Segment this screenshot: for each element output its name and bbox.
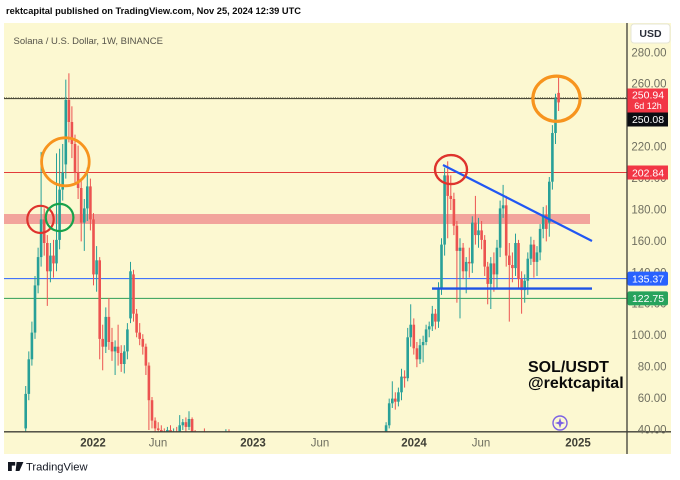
svg-text:Jun: Jun [149, 438, 168, 450]
svg-text:60.00: 60.00 [638, 393, 667, 405]
svg-text:260.00: 260.00 [631, 79, 666, 91]
svg-text:TradingView: TradingView [26, 462, 88, 474]
svg-text:USD: USD [639, 28, 662, 40]
svg-text:80.00: 80.00 [638, 362, 667, 374]
svg-text:Jun: Jun [311, 438, 330, 450]
svg-text:135.37: 135.37 [632, 273, 664, 285]
svg-text:202.84: 202.84 [632, 167, 664, 179]
svg-text:6d 12h: 6d 12h [634, 101, 662, 111]
svg-text:2022: 2022 [80, 438, 106, 450]
svg-text:2025: 2025 [565, 438, 591, 450]
svg-text:280.00: 280.00 [631, 47, 666, 59]
svg-text:2024: 2024 [401, 438, 427, 450]
svg-text:220.00: 220.00 [631, 142, 666, 154]
svg-text:SOL/USDT: SOL/USDT [528, 359, 609, 376]
svg-text:100.00: 100.00 [631, 330, 666, 342]
svg-text:Jun: Jun [472, 438, 491, 450]
svg-text:160.00: 160.00 [631, 236, 666, 248]
svg-text:@rektcapital: @rektcapital [528, 375, 624, 392]
svg-text:2023: 2023 [240, 438, 266, 450]
svg-text:40.00: 40.00 [638, 424, 667, 436]
svg-text:250.94: 250.94 [632, 90, 664, 102]
svg-text:122.75: 122.75 [632, 293, 664, 305]
svg-text:180.00: 180.00 [631, 204, 666, 216]
svg-text:250.08: 250.08 [632, 114, 664, 126]
